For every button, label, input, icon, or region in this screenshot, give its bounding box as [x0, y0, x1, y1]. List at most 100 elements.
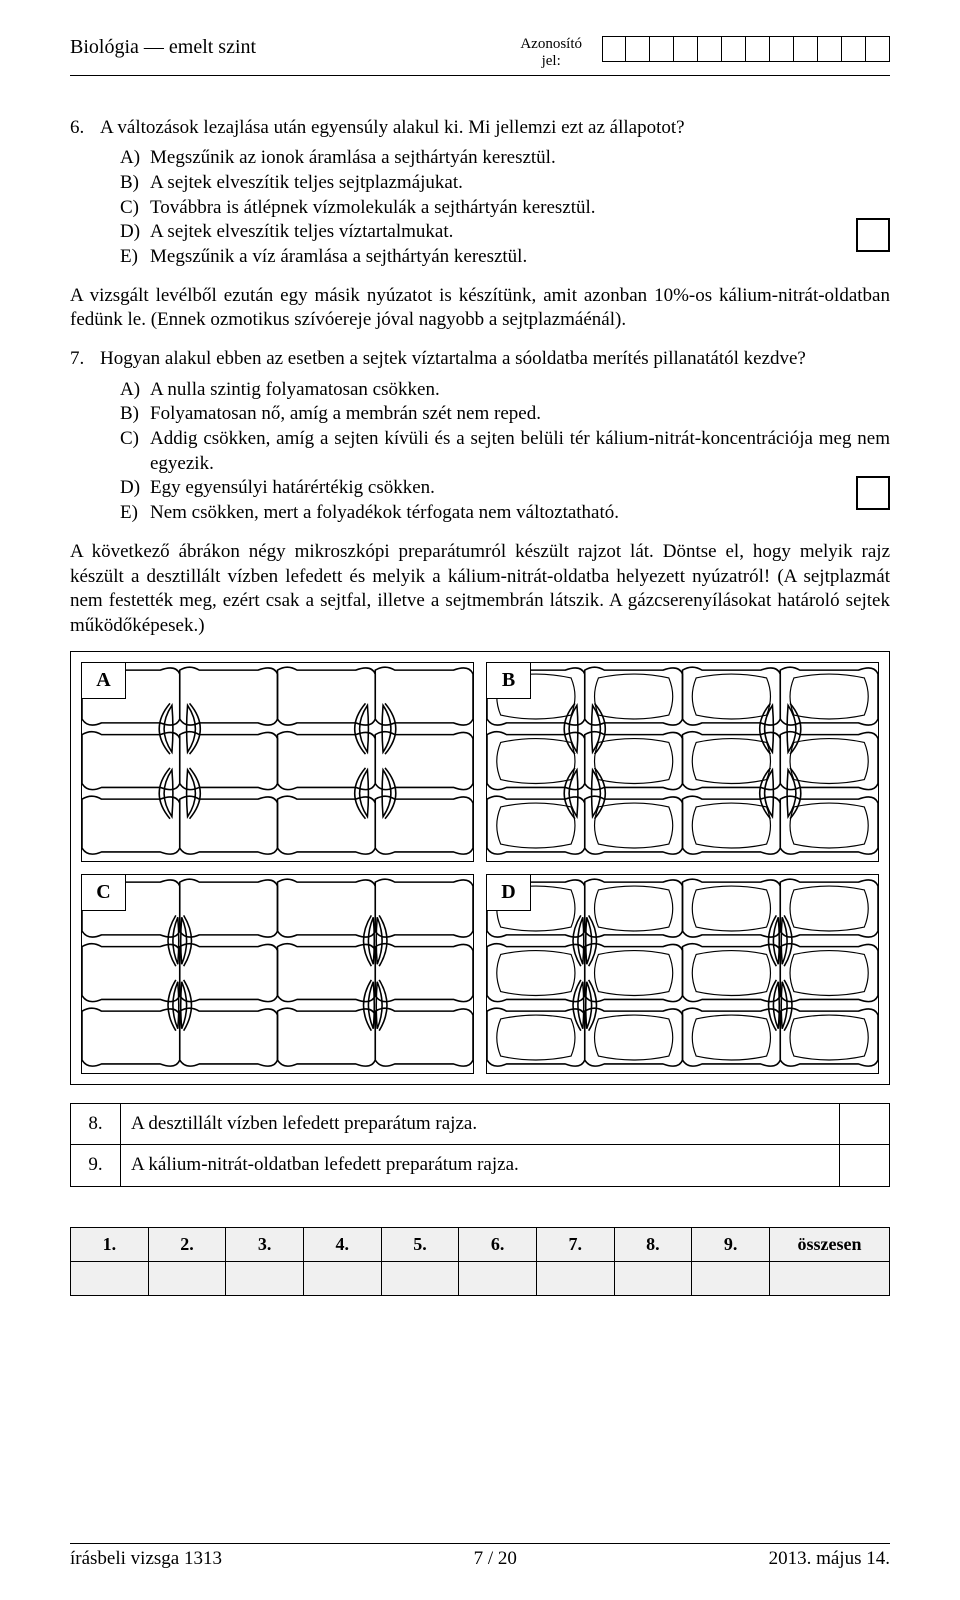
score-col-header: 5. [381, 1227, 459, 1261]
id-cell[interactable] [625, 36, 650, 62]
q6-number: 6. [70, 116, 100, 141]
answer-row-number: 9. [71, 1145, 121, 1187]
option-row: D)A sejtek elveszítik teljes víztartalmu… [120, 220, 890, 245]
question-7: 7. Hogyan alakul ebben az esetben a sejt… [70, 347, 890, 372]
score-col-header: 2. [148, 1227, 226, 1261]
option-text: Addig csökken, amíg a sejten kívüli és a… [150, 427, 890, 476]
option-letter: A) [120, 378, 150, 403]
id-cell[interactable] [649, 36, 674, 62]
diagram-grid: A B C D [81, 662, 879, 1074]
option-row: C)Addig csökken, amíg a sejten kívüli és… [120, 427, 890, 476]
diagram-frame: A B C D [70, 651, 890, 1085]
option-text: A sejtek elveszítik teljes víztartalmuka… [150, 220, 890, 245]
option-row: E)Megszűnik a víz áramlása a sejthártyán… [120, 245, 890, 270]
score-cell[interactable] [692, 1261, 770, 1295]
answer-row-box[interactable] [840, 1103, 890, 1145]
option-text: Nem csökken, mert a folyadékok térfogata… [150, 501, 890, 526]
option-row: B)A sejtek elveszítik teljes sejtplazmáj… [120, 171, 890, 196]
diagram-c: C [81, 874, 474, 1074]
score-cell[interactable] [226, 1261, 304, 1295]
score-col-header: 3. [226, 1227, 304, 1261]
answer-row: 8.A desztillált vízben lefedett preparát… [71, 1103, 890, 1145]
page-header: Biológia — emelt szint Azonosító jel: [70, 36, 890, 76]
option-row: A)Megszűnik az ionok áramlása a sejthárt… [120, 146, 890, 171]
score-col-header: 9. [692, 1227, 770, 1261]
footer-right: 2013. május 14. [769, 1548, 890, 1570]
score-col-header: összesen [770, 1227, 890, 1261]
score-cell[interactable] [770, 1261, 890, 1295]
option-text: A nulla szintig folyamatosan csökken. [150, 378, 890, 403]
score-col-header: 7. [536, 1227, 614, 1261]
option-row: B)Folyamatosan nő, amíg a membrán szét n… [120, 402, 890, 427]
score-cell[interactable] [71, 1261, 149, 1295]
option-text: Folyamatosan nő, amíg a membrán szét nem… [150, 402, 890, 427]
id-cell[interactable] [769, 36, 794, 62]
score-cell[interactable] [614, 1261, 692, 1295]
id-cell[interactable] [721, 36, 746, 62]
id-label-line2: jel: [520, 53, 582, 70]
option-letter: C) [120, 196, 150, 221]
option-row: C)Továbbra is átlépnek vízmolekulák a se… [120, 196, 890, 221]
score-cell[interactable] [148, 1261, 226, 1295]
answer-row-box[interactable] [840, 1145, 890, 1187]
diagram-label: C [82, 875, 126, 911]
score-col-header: 6. [459, 1227, 537, 1261]
option-row: D)Egy egyensúlyi határértékig csökken. [120, 476, 890, 501]
option-text: Egy egyensúlyi határértékig csökken. [150, 476, 890, 501]
score-cell[interactable] [459, 1261, 537, 1295]
score-cell[interactable] [303, 1261, 381, 1295]
id-cell[interactable] [793, 36, 818, 62]
option-text: Megszűnik az ionok áramlása a sejthártyá… [150, 146, 890, 171]
q6-answer-box[interactable] [856, 218, 890, 252]
id-cell[interactable] [841, 36, 866, 62]
q7-number: 7. [70, 347, 100, 372]
question-6: 6. A változások lezajlása után egyensúly… [70, 116, 890, 141]
page-footer: írásbeli vizsga 1313 7 / 20 2013. május … [70, 1543, 890, 1570]
answer-row: 9.A kálium-nitrát-oldatban lefedett prep… [71, 1145, 890, 1187]
mid-paragraph: A vizsgált levélből ezután egy másik nyú… [70, 284, 890, 333]
option-letter: C) [120, 427, 150, 476]
diagram-label: D [487, 875, 531, 911]
score-cell[interactable] [536, 1261, 614, 1295]
q6-options: A)Megszűnik az ionok áramlása a sejthárt… [120, 146, 890, 269]
answer-row-text: A kálium-nitrát-oldatban lefedett prepar… [121, 1145, 840, 1187]
answer-row-number: 8. [71, 1103, 121, 1145]
answer-row-text: A desztillált vízben lefedett preparátum… [121, 1103, 840, 1145]
diagram-a: A [81, 662, 474, 862]
subject-title: Biológia — emelt szint [70, 36, 500, 59]
option-text: A sejtek elveszítik teljes sejtplazmájuk… [150, 171, 890, 196]
diagram-b: B [486, 662, 879, 862]
option-text: Megszűnik a víz áramlása a sejthártyán k… [150, 245, 890, 270]
footer-left: írásbeli vizsga 1313 [70, 1548, 222, 1570]
q7-text: Hogyan alakul ebben az esetben a sejtek … [100, 347, 890, 372]
q7-options: A)A nulla szintig folyamatosan csökken.B… [120, 378, 890, 526]
id-grid[interactable] [602, 36, 890, 62]
diagram-intro: A következő ábrákon négy mikroszkópi pre… [70, 540, 890, 639]
exam-page: Biológia — emelt szint Azonosító jel: 6.… [0, 0, 960, 1600]
answer-table: 8.A desztillált vízben lefedett preparát… [70, 1103, 890, 1187]
option-letter: D) [120, 220, 150, 245]
option-letter: B) [120, 171, 150, 196]
score-cell[interactable] [381, 1261, 459, 1295]
id-cell[interactable] [602, 36, 626, 62]
option-row: A)A nulla szintig folyamatosan csökken. [120, 378, 890, 403]
id-cell[interactable] [673, 36, 698, 62]
body: 6. A változások lezajlása után egyensúly… [70, 116, 890, 1296]
score-col-header: 4. [303, 1227, 381, 1261]
score-col-header: 8. [614, 1227, 692, 1261]
diagram-label: A [82, 663, 126, 699]
q7-answer-box[interactable] [856, 476, 890, 510]
option-letter: D) [120, 476, 150, 501]
id-cell[interactable] [745, 36, 770, 62]
id-cell[interactable] [697, 36, 722, 62]
id-cell[interactable] [865, 36, 890, 62]
id-cell[interactable] [817, 36, 842, 62]
option-letter: E) [120, 501, 150, 526]
diagram-label: B [487, 663, 531, 699]
q6-text: A változások lezajlása után egyensúly al… [100, 116, 890, 141]
score-table: 1.2.3.4.5.6.7.8.9.összesen [70, 1227, 890, 1296]
option-letter: A) [120, 146, 150, 171]
diagram-d: D [486, 874, 879, 1074]
score-col-header: 1. [71, 1227, 149, 1261]
id-label: Azonosító jel: [520, 36, 582, 71]
